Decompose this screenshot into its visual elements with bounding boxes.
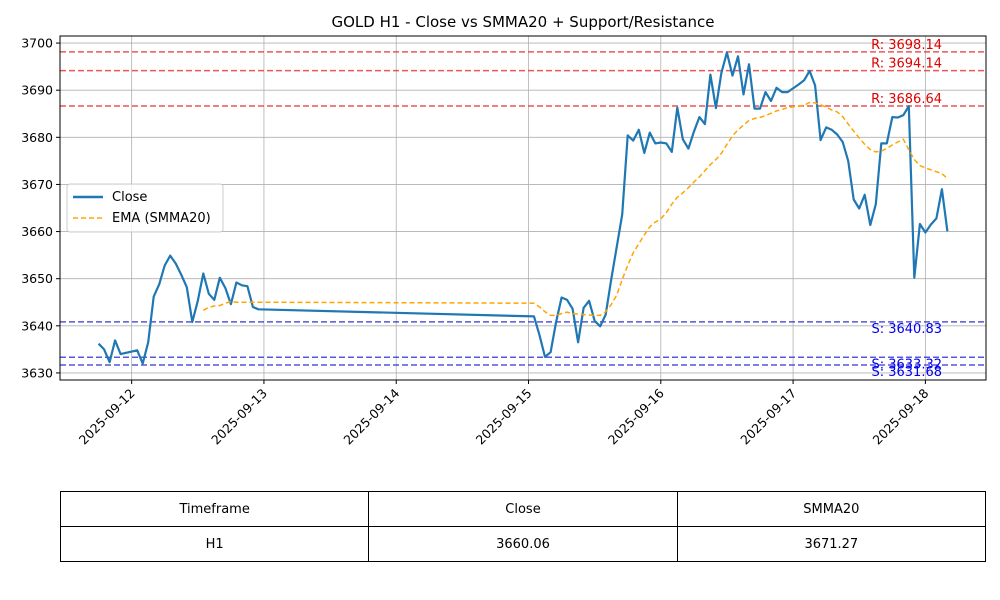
legend-label-close: Close	[112, 190, 147, 205]
summary-table: Timeframe Close SMMA20 H1 3660.06 3671.2…	[59, 491, 987, 562]
table-cell: H1	[59, 526, 370, 562]
y-tick-label: 3690	[21, 83, 53, 98]
y-tick-label: 3670	[21, 177, 53, 192]
table-row: H1 3660.06 3671.27	[59, 526, 987, 562]
legend-box	[66, 183, 224, 233]
plot-frame	[59, 35, 987, 381]
series	[97, 51, 949, 365]
support-label: S: 3640.83	[871, 322, 942, 337]
x-tick-label: 2025-09-12	[76, 386, 138, 448]
y-tick-label: 3660	[21, 224, 53, 239]
series-line-close	[97, 51, 949, 365]
x-tick-label: 2025-09-16	[605, 385, 667, 447]
resistance-label: R: 3694.14	[871, 57, 942, 72]
y-tick-label: 3630	[21, 365, 53, 380]
y-tick-label: 3680	[21, 130, 53, 145]
legend: Close EMA (SMMA20)	[66, 183, 224, 233]
table-cell: 3671.27	[676, 526, 987, 562]
support-label: S: 3631.68	[871, 365, 942, 380]
level-labels: R: 3698.14 R: 3694.14 R: 3686.64 S: 3640.83…	[871, 38, 942, 380]
x-tick-label: 2025-09-18	[870, 385, 932, 447]
x-tick-label: 2025-09-17	[737, 386, 799, 448]
support-label: S: 3633.32	[871, 357, 942, 372]
table-header-cell: Timeframe	[59, 491, 370, 527]
table-header-cell: SMMA20	[676, 491, 987, 527]
line-chart: GOLD H1 - Close vs SMMA20 + Support/Resi…	[21, 13, 987, 448]
chart-title: GOLD H1 - Close vs SMMA20 + Support/Resi…	[331, 13, 714, 31]
x-tick-label: 2025-09-14	[340, 385, 402, 447]
series-line-smma20	[202, 101, 948, 317]
axes: 3630 3640 3650 3660 3670 3680 3690 3700 2025-09-…	[21, 35, 987, 448]
legend-label-smma: EMA (SMMA20)	[112, 211, 211, 226]
support-resistance-lines	[60, 51, 986, 366]
y-tick-label: 3650	[21, 271, 53, 286]
y-tick-label: 3640	[21, 318, 53, 333]
table-header-cell: Close	[368, 491, 678, 527]
table-cell: 3660.06	[368, 526, 678, 562]
x-tick-label: 2025-09-13	[208, 386, 270, 448]
resistance-label: R: 3698.14	[871, 38, 942, 53]
y-tick-label: 3700	[21, 36, 53, 51]
x-tick-label: 2025-09-15	[473, 386, 535, 448]
resistance-label: R: 3686.64	[871, 92, 942, 107]
table-header-row: Timeframe Close SMMA20	[59, 491, 987, 527]
